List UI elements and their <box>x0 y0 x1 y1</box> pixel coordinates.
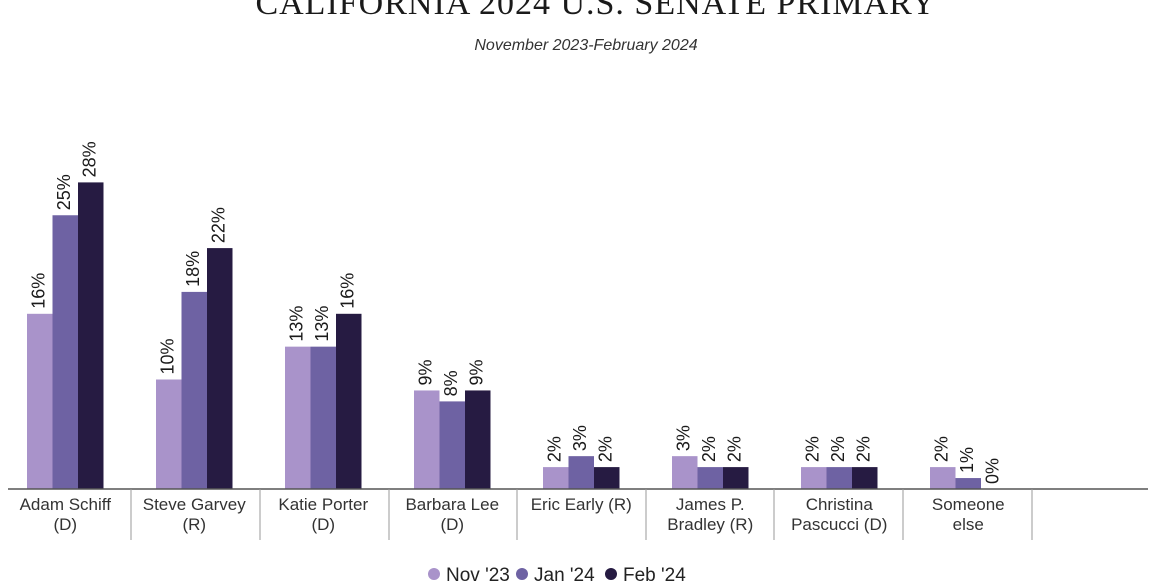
category-label-barbara-lee-d: Barbara Lee (D) <box>405 495 499 534</box>
bars-layer <box>27 182 981 489</box>
bar-james-p-bradley-r-feb-24 <box>723 467 749 489</box>
category-label-line: Someone <box>932 495 1005 514</box>
legend-label: Jan '24 <box>534 565 595 585</box>
data-label-someone-else-nov-23: 2% <box>932 436 952 462</box>
data-label-james-p-bradley-r-nov-23: 3% <box>674 425 694 451</box>
bar-adam-schiff-d-nov-23 <box>27 313 53 489</box>
category-label-line: Barbara Lee <box>405 495 499 514</box>
category-label-line: Steve Garvey <box>143 495 246 514</box>
legend-swatch <box>428 568 440 580</box>
bar-steve-garvey-r-feb-24 <box>207 248 233 489</box>
legend-label: Nov '23 <box>446 565 510 585</box>
bar-eric-early-r-nov-23 <box>543 467 569 489</box>
category-label-line: Bradley (R) <box>667 515 753 534</box>
data-label-james-p-bradley-r-feb-24: 2% <box>725 436 745 462</box>
bar-katie-porter-d-feb-24 <box>336 313 362 489</box>
data-label-someone-else-feb-24: 0% <box>983 458 1003 484</box>
legend-swatch <box>605 568 617 580</box>
category-label-line: (D) <box>440 515 464 534</box>
bar-christina-pascucci-d-nov-23 <box>801 467 827 489</box>
data-label-christina-pascucci-d-nov-23: 2% <box>803 436 823 462</box>
legend-item-jan-24: Jan '24 <box>516 565 595 585</box>
data-label-eric-early-r-jan-24: 3% <box>570 425 590 451</box>
category-label-line: else <box>953 515 984 534</box>
data-label-katie-porter-d-jan-24: 13% <box>312 306 332 342</box>
data-label-adam-schiff-d-jan-24: 25% <box>54 174 74 210</box>
bar-adam-schiff-d-jan-24 <box>52 215 78 489</box>
data-label-christina-pascucci-d-jan-24: 2% <box>828 436 848 462</box>
bar-christina-pascucci-d-feb-24 <box>852 467 878 489</box>
data-label-steve-garvey-r-nov-23: 10% <box>158 338 178 374</box>
data-label-barbara-lee-d-jan-24: 8% <box>441 370 461 396</box>
bar-james-p-bradley-r-nov-23 <box>672 456 698 489</box>
bar-steve-garvey-r-jan-24 <box>181 291 207 489</box>
data-label-james-p-bradley-r-jan-24: 2% <box>699 436 719 462</box>
category-label-adam-schiff-d: Adam Schiff (D) <box>20 495 112 534</box>
data-label-katie-porter-d-nov-23: 13% <box>287 306 307 342</box>
bar-adam-schiff-d-feb-24 <box>78 182 104 489</box>
category-label-katie-porter-d: Katie Porter (D) <box>278 495 368 534</box>
legend-item-feb-24: Feb '24 <box>605 565 686 585</box>
data-label-adam-schiff-d-feb-24: 28% <box>80 141 100 177</box>
category-label-eric-early-r: Eric Early (R) <box>531 495 632 514</box>
category-label-james-p-bradley-r: James P. Bradley (R) <box>667 495 753 534</box>
category-separators <box>130 489 1033 540</box>
category-labels: Adam Schiff (D)Steve Garvey (R)Katie Porte… <box>20 495 1005 534</box>
category-label-christina-pascucci-d: Christina Pascucci (D) <box>791 495 887 534</box>
data-label-katie-porter-d-feb-24: 16% <box>338 273 358 309</box>
data-label-steve-garvey-r-feb-24: 22% <box>209 207 229 243</box>
legend-label: Feb '24 <box>623 565 686 585</box>
category-label-line: (D) <box>311 515 335 534</box>
category-label-line: Christina <box>806 495 874 514</box>
bar-eric-early-r-feb-24 <box>594 467 620 489</box>
bar-barbara-lee-d-jan-24 <box>439 401 465 489</box>
bar-christina-pascucci-d-jan-24 <box>826 467 852 489</box>
bar-someone-else-jan-24 <box>955 478 981 489</box>
data-label-adam-schiff-d-nov-23: 16% <box>29 273 49 309</box>
category-label-someone-else: Someone else <box>932 495 1005 534</box>
bar-eric-early-r-jan-24 <box>568 456 594 489</box>
bar-barbara-lee-d-feb-24 <box>465 390 491 489</box>
category-label-line: (R) <box>182 515 206 534</box>
bar-katie-porter-d-jan-24 <box>310 346 336 489</box>
data-label-barbara-lee-d-nov-23: 9% <box>416 359 436 385</box>
legend: Nov '23 Jan '24 Feb '24 <box>428 565 686 585</box>
category-label-line: Eric Early (R) <box>531 495 632 514</box>
category-label-line: Pascucci (D) <box>791 515 887 534</box>
category-label-line: Katie Porter <box>278 495 368 514</box>
data-label-eric-early-r-feb-24: 2% <box>596 436 616 462</box>
category-label-line: Adam Schiff <box>20 495 112 514</box>
bar-steve-garvey-r-nov-23 <box>156 379 182 489</box>
category-label-line: (D) <box>53 515 77 534</box>
chart-title: CALIFORNIA 2024 U.S. SENATE PRIMARY <box>255 0 936 22</box>
bar-barbara-lee-d-nov-23 <box>414 390 440 489</box>
legend-swatch <box>516 568 528 580</box>
category-label-steve-garvey-r: Steve Garvey (R) <box>143 495 246 534</box>
category-label-line: James P. <box>676 495 745 514</box>
data-label-barbara-lee-d-feb-24: 9% <box>467 359 487 385</box>
value-labels-layer: 16%25%28%10%18%22%13% 13%16%9% 8% 9%2% 3% 2% 3… <box>29 141 1003 484</box>
legend-item-nov-23: Nov '23 <box>428 565 510 585</box>
bar-james-p-bradley-r-jan-24 <box>697 467 723 489</box>
chart-subtitle: November 2023-February 2024 <box>474 37 697 54</box>
data-label-someone-else-jan-24: 1% <box>957 447 977 473</box>
data-label-steve-garvey-r-jan-24: 18% <box>183 251 203 287</box>
bar-katie-porter-d-nov-23 <box>285 346 311 489</box>
bar-someone-else-nov-23 <box>930 467 956 489</box>
data-label-eric-early-r-nov-23: 2% <box>545 436 565 462</box>
data-label-christina-pascucci-d-feb-24: 2% <box>854 436 874 462</box>
